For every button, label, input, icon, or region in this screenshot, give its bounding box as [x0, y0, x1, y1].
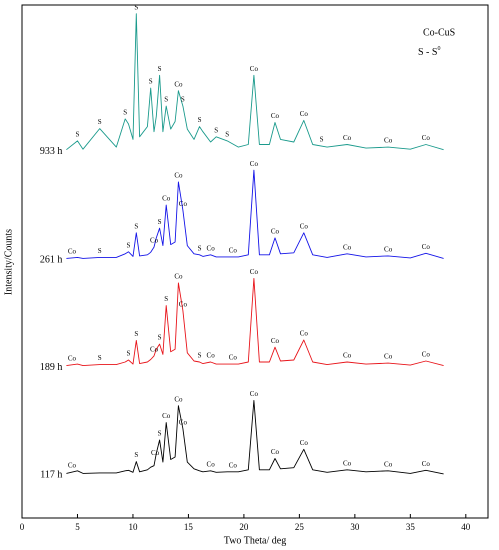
peak-label: Co — [207, 352, 216, 360]
x-tick-label: 15 — [184, 522, 194, 532]
peak-label: Co — [271, 112, 280, 120]
peak-label: Co — [151, 449, 160, 457]
peak-label: Co — [179, 200, 188, 208]
peak-label: S — [134, 451, 138, 459]
peak-label: S — [181, 96, 185, 104]
y-axis-label: Intensity/Counts — [3, 229, 14, 295]
peak-label: Co — [422, 460, 431, 468]
trace — [66, 400, 444, 475]
peak-label: Co — [271, 337, 280, 345]
peak-label: Co — [250, 65, 259, 73]
peak-label: Co — [150, 346, 159, 354]
series-label: 933 h — [40, 146, 63, 157]
peak-label: S — [98, 118, 102, 126]
peak-label: Co — [422, 134, 431, 142]
peak-label: S — [164, 96, 168, 104]
peak-label: S — [164, 295, 168, 303]
peak-label: S — [127, 241, 131, 249]
peak-label: Co — [174, 273, 183, 281]
legend-s-sup: 0 — [437, 46, 440, 52]
series-label: 261 h — [40, 255, 63, 266]
peak-label: Co — [271, 448, 280, 456]
peak-label: Co — [162, 195, 171, 203]
peak-label: Co — [300, 439, 309, 447]
peak-label: S — [127, 350, 131, 358]
peak-label: S — [158, 218, 162, 226]
peak-label: Co — [229, 461, 238, 469]
peak-label: Co — [207, 460, 216, 468]
x-tick-label: 20 — [239, 522, 249, 532]
peak-label: S — [158, 65, 162, 73]
peak-label: Co — [422, 351, 431, 359]
peak-label: Co — [229, 246, 238, 254]
peak-label: Co — [207, 244, 216, 252]
x-tick-label: 35 — [406, 522, 416, 532]
peak-label: Co — [179, 418, 188, 426]
series-label: 117 h — [40, 470, 62, 481]
peak-label: Co — [250, 160, 259, 168]
peak-label: Co — [384, 245, 393, 253]
peak-label: Co — [422, 243, 431, 251]
x-tick-label: 25 — [295, 522, 305, 532]
peak-label: Co — [174, 80, 183, 88]
trace — [66, 13, 444, 151]
peak-label: Co — [68, 354, 77, 362]
peak-label: Co — [343, 134, 352, 142]
peak-label: S — [76, 131, 80, 139]
peak-label: Co — [229, 354, 238, 362]
peak-label: S — [134, 3, 138, 11]
peak-label: S — [198, 244, 202, 252]
plot-frame — [21, 4, 489, 519]
x-tick-label: 30 — [350, 522, 360, 532]
peak-label: Co — [300, 330, 309, 338]
x-axis-label: Two Theta/ deg — [224, 535, 286, 546]
peak-label: S — [98, 354, 102, 362]
legend-s: S - S0 — [418, 46, 440, 58]
peak-label: S — [214, 126, 218, 134]
peak-label: Co — [250, 390, 259, 398]
legend-co: Co-CuS — [423, 27, 455, 38]
x-tick-label: 40 — [461, 522, 471, 532]
peak-label: Co — [68, 462, 77, 470]
peak-label: Co — [384, 353, 393, 361]
peak-label: Co — [150, 237, 159, 245]
peak-label: S — [134, 222, 138, 230]
peak-label: Co — [174, 172, 183, 180]
peak-label: S — [158, 430, 162, 438]
peak-label: Co — [384, 137, 393, 145]
peak-label: Co — [343, 352, 352, 360]
peak-label: S — [320, 136, 324, 144]
peak-label: S — [149, 78, 153, 86]
peak-label: S — [123, 108, 127, 116]
x-tick-label: 5 — [75, 522, 80, 532]
peak-label: Co — [162, 412, 171, 420]
peak-label: Co — [250, 268, 259, 276]
x-tick-label: 10 — [128, 522, 138, 532]
peak-label: S — [98, 247, 102, 255]
trace — [66, 169, 444, 259]
peak-label: S — [198, 116, 202, 124]
peak-label: Co — [68, 248, 77, 256]
peak-label: Co — [343, 459, 352, 467]
peak-label: Co — [174, 395, 183, 403]
peak-label: Co — [179, 300, 188, 308]
legend-s-text: S - S — [418, 47, 437, 58]
x-tick-label: 0 — [20, 522, 25, 532]
series-label: 189 h — [40, 362, 63, 373]
peak-label: S — [134, 330, 138, 338]
peak-label: Co — [343, 243, 352, 251]
peak-label: Co — [300, 110, 309, 118]
peak-label: Co — [384, 460, 393, 468]
peak-label: Co — [300, 222, 309, 230]
peak-label: S — [198, 352, 202, 360]
peak-label: S — [158, 334, 162, 342]
trace — [66, 277, 444, 367]
peak-label: S — [225, 131, 229, 139]
peak-label: Co — [271, 228, 280, 236]
